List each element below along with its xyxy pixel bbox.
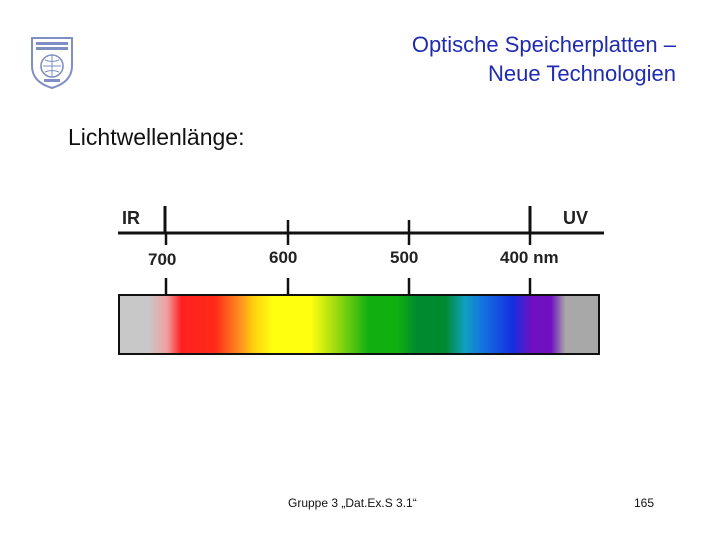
tick-label-500: 500 xyxy=(390,248,418,267)
tick-label-600: 600 xyxy=(269,248,297,267)
title-line-1: Optische Speicherplatten – xyxy=(411,32,676,57)
university-seal-logo xyxy=(31,37,73,90)
subtitle: Lichtwellenlänge: xyxy=(68,124,245,150)
uv-label: UV xyxy=(563,208,588,228)
slide-title: Optische Speicherplatten – Neue Technolo… xyxy=(216,30,676,88)
footer-text: Gruppe 3 „Dat.Ex.S 3.1“ xyxy=(288,496,417,510)
page-number: 165 xyxy=(634,496,655,510)
ir-label: IR xyxy=(122,208,140,228)
tick-label-400-nm: 400 nm xyxy=(500,248,559,267)
spectrum-bar xyxy=(118,294,600,355)
tick-label-700: 700 xyxy=(148,250,176,269)
title-line-2: Neue Technologien xyxy=(488,61,676,86)
